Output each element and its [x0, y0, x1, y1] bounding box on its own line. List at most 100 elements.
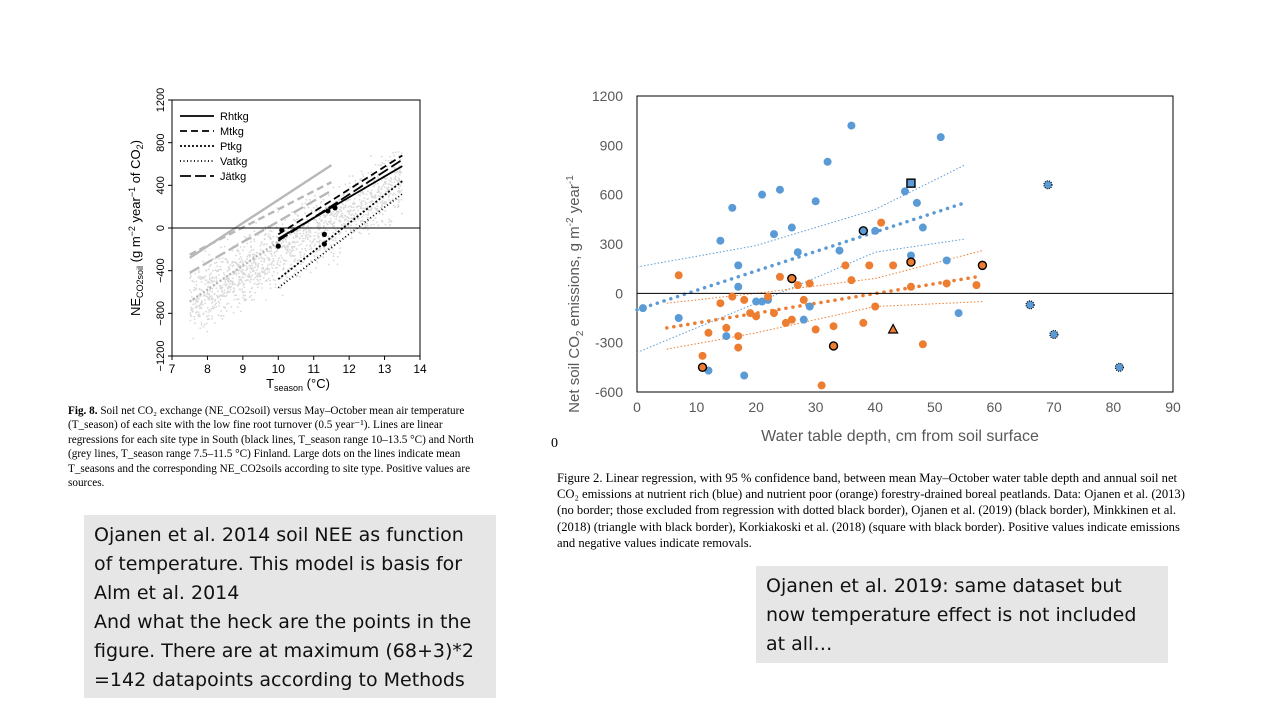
fig8-cloud-point — [273, 252, 276, 254]
fig8-cloud-point — [195, 300, 198, 303]
fig8-cloud-point — [227, 302, 230, 305]
fig8-cloud-point — [256, 269, 258, 271]
fig8-cloud-point — [248, 273, 250, 276]
fig8-cloud-point — [302, 255, 305, 258]
fig8-cloud-point — [199, 278, 202, 280]
fig8-cloud-point — [217, 290, 219, 292]
fig8-cloud-point — [226, 291, 228, 294]
fig8-cloud-point — [296, 259, 299, 262]
fig8-cloud-point — [316, 206, 318, 209]
fig8-cloud-point — [246, 242, 249, 245]
fig8-cloud-point — [376, 191, 379, 194]
fig8-cloud-point — [195, 305, 198, 308]
fig8-cloud-point — [189, 277, 191, 279]
fig8-cloud-point — [223, 274, 226, 276]
fig8-cloud-point — [237, 264, 240, 267]
fig8-cloud-point — [241, 281, 244, 283]
fig8-cloud-point — [370, 155, 372, 158]
fig8-xlabel: Tseason (°C) — [266, 376, 330, 393]
fig8-cloud-point — [236, 250, 239, 252]
fig8-cloud-point — [310, 242, 313, 245]
fig8-cloud-point — [220, 285, 222, 287]
fig8-cloud-point — [243, 299, 246, 302]
fig8-mean-dot — [325, 208, 331, 214]
fig8-cloud-point — [286, 245, 289, 248]
fig8-cloud-point — [220, 261, 223, 263]
fig8-cloud-point — [240, 310, 242, 313]
fig8-cloud-point — [189, 312, 192, 314]
fig8-cloud-point — [293, 260, 296, 263]
note-left-line: of temperature. This model is basis for — [94, 553, 463, 575]
fig8-cloud-point — [224, 278, 227, 281]
fig2-points — [638, 121, 1125, 390]
fig8-cloud-point — [238, 278, 241, 281]
fig2-point — [752, 297, 761, 306]
fig8-cloud-point — [287, 250, 289, 253]
fig8-cloud-point — [200, 289, 203, 292]
fig8-cloud-point — [213, 293, 216, 296]
fig2-point — [716, 299, 725, 308]
fig8-cloud-point — [189, 319, 192, 322]
fig8-cloud-point — [228, 285, 230, 288]
fig8-cloud-point — [347, 225, 350, 228]
fig8-cloud-point — [327, 235, 330, 238]
fig8-cloud-point — [316, 234, 319, 237]
fig8-cloud-point — [276, 272, 279, 274]
fig8-cloud-point — [384, 209, 387, 212]
fig8-cloud-point — [376, 202, 379, 205]
fig8-cloud-point — [214, 303, 217, 306]
fig8-cloud-point — [309, 235, 312, 238]
fig2-point — [847, 276, 856, 285]
fig8-cloud-point — [288, 241, 291, 244]
fig2-point — [781, 318, 790, 327]
fig2-point — [942, 279, 951, 288]
fig2-point — [775, 185, 784, 194]
fig8-x-tick-label: 7 — [169, 362, 176, 376]
fig8-cloud-point — [243, 283, 246, 285]
fig8-cloud-point — [194, 322, 196, 325]
fig8-cloud-point — [240, 258, 243, 261]
fig8-cloud-point — [323, 239, 326, 242]
fig8-cloud-point — [212, 307, 215, 310]
fig8-cloud-point — [360, 170, 363, 173]
fig8-cloud-point — [323, 248, 326, 251]
fig8-cloud-point — [241, 276, 244, 278]
fig8-cloud-point — [294, 225, 297, 227]
fig2-point — [972, 281, 981, 290]
fig8-cloud-point — [300, 263, 302, 266]
fig8-cloud-point — [316, 250, 318, 253]
fig8-cloud-point — [318, 240, 320, 243]
fig8-y-tick-label: −400 — [155, 258, 167, 283]
fig8-cloud-point — [318, 217, 321, 220]
fig8-cloud-point — [267, 233, 270, 236]
fig8-cloud-point — [338, 219, 340, 222]
fig8-cloud-point — [258, 257, 260, 260]
fig8-cloud-point — [265, 268, 267, 270]
fig2-point — [734, 332, 743, 341]
fig8-cloud-point — [200, 307, 203, 310]
fig8-cloud-point — [310, 210, 313, 213]
fig8-cloud-point — [392, 205, 395, 207]
fig8-cloud-point — [189, 289, 191, 291]
fig8-cloud-point — [226, 238, 229, 241]
fig8-cloud-point — [322, 226, 325, 228]
fig8-cloud-point — [371, 212, 374, 214]
fig8-cloud-point — [309, 231, 312, 234]
fig8-cloud-point — [254, 261, 257, 264]
fig2-point — [811, 325, 820, 334]
fig2-point — [918, 223, 927, 232]
fig8-cloud-point — [190, 296, 193, 298]
fig8-cloud-point — [383, 162, 386, 165]
fig8-cloud-point — [207, 268, 210, 271]
fig8-cloud-point — [230, 306, 233, 308]
fig8-cloud-point — [316, 240, 318, 243]
fig8-cloud-point — [329, 217, 332, 220]
fig8-cloud-point — [238, 280, 241, 283]
fig8-cloud-point — [224, 307, 226, 309]
fig8-y-tick-label: −1200 — [155, 341, 167, 372]
fig8-cloud-point — [274, 247, 277, 250]
fig8-cloud-point — [231, 249, 234, 252]
fig8-cloud-point — [307, 230, 310, 233]
fig8-north-line — [189, 181, 332, 256]
fig2-y-tick-label: 0 — [615, 285, 623, 301]
